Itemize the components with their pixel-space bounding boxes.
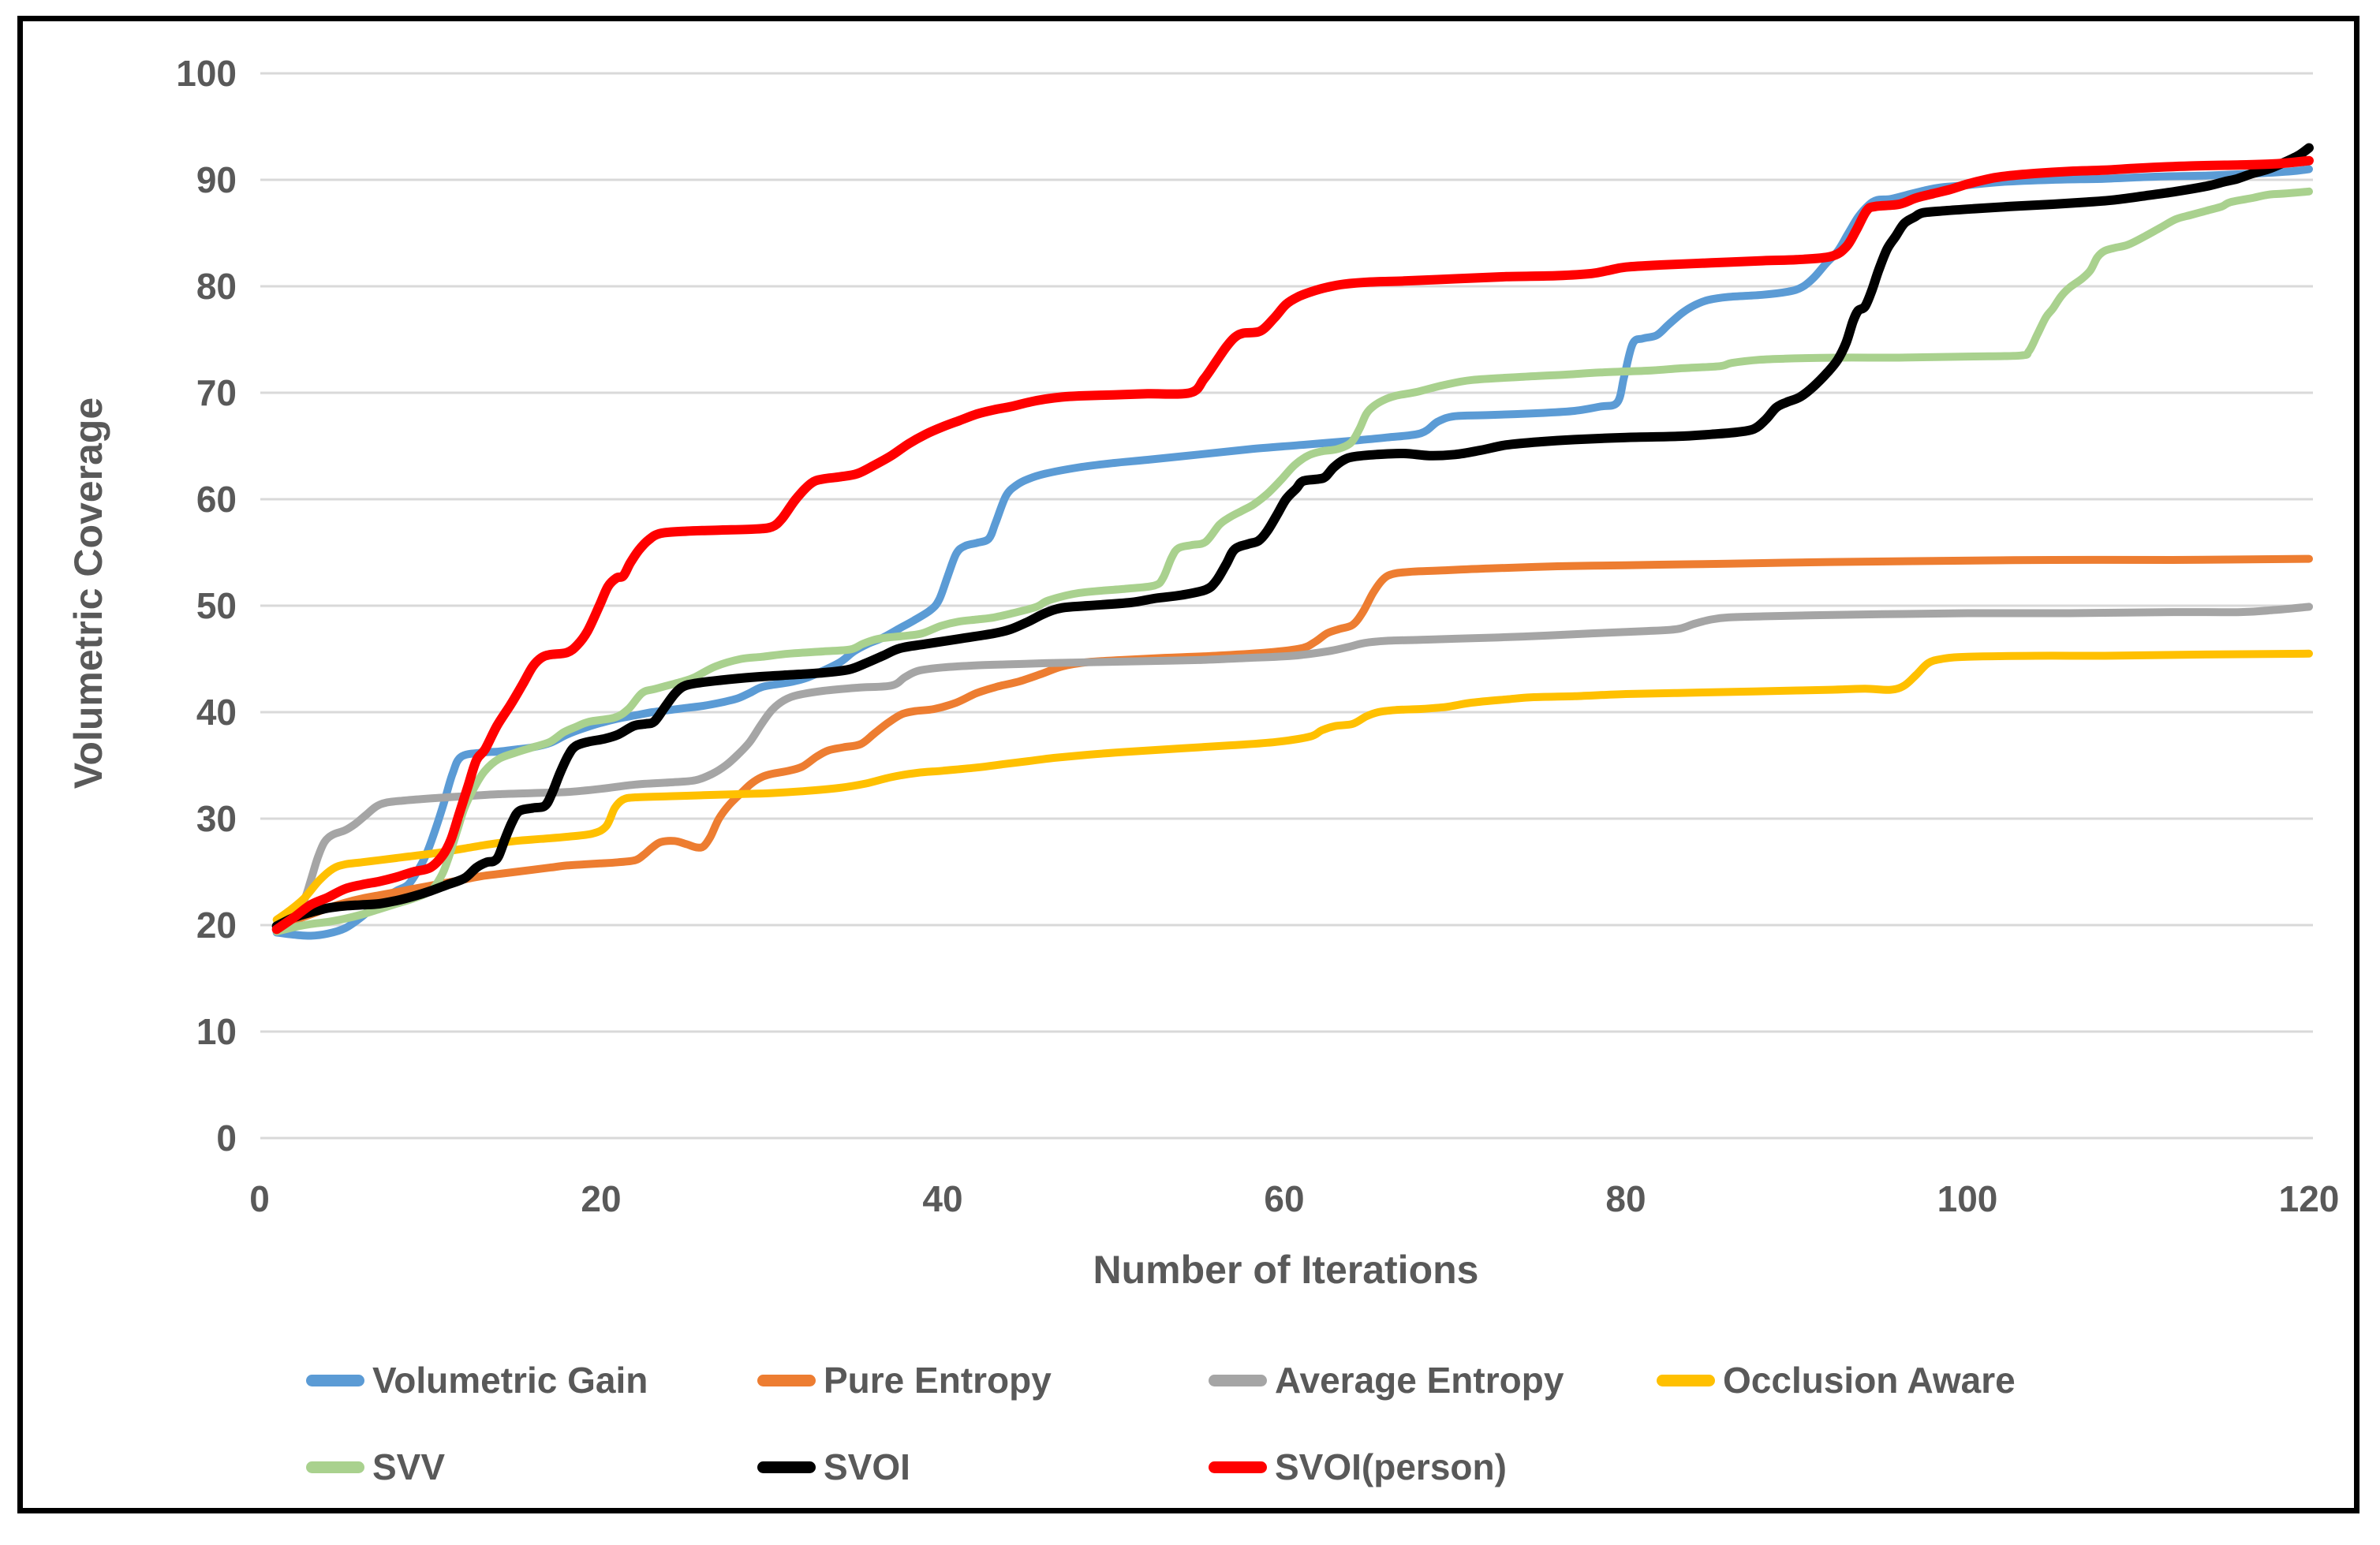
y-tick-label-90: 90 [196,159,237,200]
y-tick-label-80: 80 [196,266,237,307]
chart-border [17,16,2359,1513]
series-line-average-entropy [272,603,2313,931]
legend-swatch-icon [1209,1374,1267,1386]
legend-item-occlusion-aware: Occlusion Aware [1657,1358,2016,1402]
legend-label: SVOI(person) [1275,1446,1507,1487]
legend-label: Average Entropy [1275,1360,1564,1401]
legend-item-average-entropy: Average Entropy [1209,1358,1564,1402]
series-line-occlusion-aware [272,649,2313,924]
legend-item-svoi-person-: SVOI(person) [1209,1445,1507,1489]
legend-label: Pure Entropy [824,1360,1052,1401]
y-tick-label-30: 30 [196,798,237,839]
x-tick-label-0: 0 [249,1178,270,1219]
legend-swatch-icon [757,1461,816,1473]
legend-label: SVV [372,1446,446,1487]
series-line-svoi-person- [271,155,2314,935]
legend-swatch-icon [757,1374,816,1386]
x-tick-label-20: 20 [581,1178,622,1219]
y-axis-title: Volumetric Coverage [66,397,110,789]
legend-label: Volumetric Gain [372,1360,648,1401]
x-tick-label-80: 80 [1605,1178,1646,1219]
y-tick-label-100: 100 [176,53,237,94]
y-tick-label-70: 70 [196,372,237,413]
legend-item-volumetric-gain: Volumetric Gain [306,1358,648,1402]
series-line-pure-entropy [272,554,2313,934]
x-axis-title: Number of Iterations [1093,1248,1479,1292]
y-tick-label-0: 0 [216,1118,237,1159]
legend-swatch-icon [1657,1374,1715,1386]
x-tick-label-60: 60 [1264,1178,1305,1219]
y-tick-label-40: 40 [196,692,237,733]
legend-item-svv: SVV [306,1445,445,1489]
legend-item-pure-entropy: Pure Entropy [757,1358,1052,1402]
y-tick-label-10: 10 [196,1011,237,1052]
legend-label: SVOI [824,1446,910,1487]
y-tick-label-50: 50 [196,585,237,626]
legend-swatch-icon [1209,1461,1267,1473]
legend-label: Occlusion Aware [1723,1360,2016,1401]
series-line-svoi [271,143,2314,931]
legend-item-svoi: SVOI [757,1445,910,1489]
y-tick-label-20: 20 [196,905,237,946]
x-tick-label-120: 120 [2278,1178,2340,1219]
legend-swatch-icon [306,1374,364,1386]
x-tick-label-100: 100 [1937,1178,1998,1219]
y-tick-label-60: 60 [196,479,237,520]
series-line-svv [272,187,2313,936]
legend-swatch-icon [306,1461,364,1473]
x-tick-label-40: 40 [922,1178,963,1219]
